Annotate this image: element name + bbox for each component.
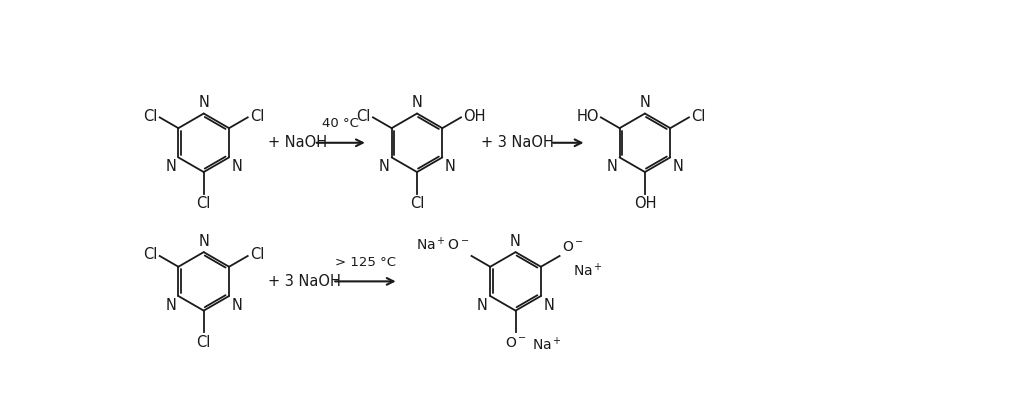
Text: N: N [165, 159, 176, 174]
Text: N: N [673, 159, 683, 174]
Text: + NaOH: + NaOH [267, 135, 327, 150]
Text: N: N [444, 159, 456, 174]
Text: Cl: Cl [143, 247, 158, 263]
Text: N: N [165, 298, 176, 313]
Text: Cl: Cl [197, 335, 211, 350]
Text: + 3 NaOH: + 3 NaOH [481, 135, 554, 150]
Text: N: N [543, 298, 554, 313]
Text: Cl: Cl [691, 109, 706, 124]
Text: Na$^+$: Na$^+$ [532, 336, 562, 353]
Text: Cl: Cl [250, 247, 264, 263]
Text: N: N [199, 95, 209, 110]
Text: Na$^+$O$^-$: Na$^+$O$^-$ [416, 236, 469, 254]
Text: > 125 °C: > 125 °C [335, 256, 396, 269]
Text: Cl: Cl [197, 196, 211, 211]
Text: Cl: Cl [356, 109, 371, 124]
Text: O$^-$: O$^-$ [505, 336, 526, 350]
Text: Cl: Cl [143, 109, 158, 124]
Text: N: N [606, 159, 617, 174]
Text: O$^-$: O$^-$ [562, 240, 584, 254]
Text: N: N [199, 234, 209, 249]
Text: N: N [379, 159, 389, 174]
Text: Cl: Cl [410, 196, 424, 211]
Text: HO: HO [577, 109, 599, 124]
Text: + 3 NaOH: + 3 NaOH [267, 274, 341, 289]
Text: N: N [639, 95, 650, 110]
Text: Cl: Cl [250, 109, 264, 124]
Text: OH: OH [634, 196, 656, 211]
Text: OH: OH [463, 109, 485, 124]
Text: N: N [231, 298, 243, 313]
Text: Na$^+$: Na$^+$ [573, 262, 603, 280]
Text: N: N [477, 298, 487, 313]
Text: N: N [412, 95, 423, 110]
Text: N: N [231, 159, 243, 174]
Text: N: N [510, 234, 521, 249]
Text: 40 °C: 40 °C [323, 118, 359, 131]
